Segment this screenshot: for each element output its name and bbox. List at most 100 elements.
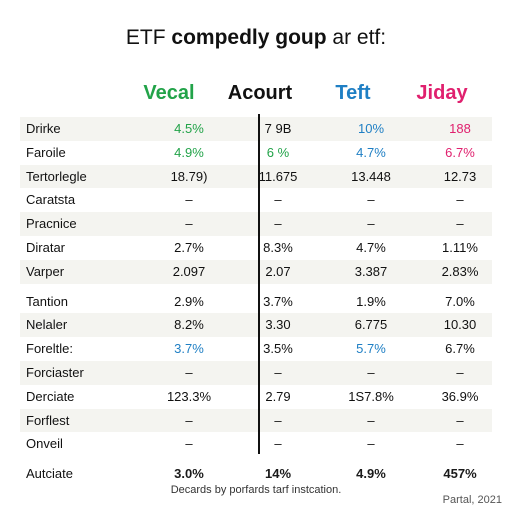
table-cell: – <box>367 216 375 232</box>
table-cell: 2.79 <box>265 388 291 404</box>
column-headers: Vecal Acourt Teft Jiday <box>0 82 512 112</box>
row-label: Caratsta <box>26 192 76 208</box>
table-cell: – <box>456 436 464 452</box>
table-cell: 7 9B <box>264 121 292 136</box>
table-cell: – <box>456 364 464 380</box>
row-label: Nelaler <box>26 317 68 333</box>
table-cell: – <box>274 216 282 232</box>
table-cell: 2.7% <box>174 239 204 255</box>
table-cell: – <box>185 192 193 208</box>
total-cell: 457% <box>443 466 477 482</box>
table-cell: – <box>274 364 282 380</box>
title-bold: compedly goup <box>171 26 327 49</box>
table-cell: 2.07 <box>265 263 291 279</box>
table-cell: 6.775 <box>354 317 388 333</box>
table-cell: – <box>367 436 375 452</box>
table-cell: 4.7% <box>356 144 386 160</box>
table-cell: 11.675 <box>258 168 298 184</box>
table-cell: 5.7% <box>356 341 386 357</box>
table-cell: 12.73 <box>443 168 477 184</box>
total-cell: 4.9% <box>356 466 386 482</box>
title-suffix: ar etf: <box>326 26 387 49</box>
total-cell: 3.0% <box>174 466 204 482</box>
row-label: Autciate <box>26 466 73 482</box>
table-cell: 6.7% <box>445 341 475 357</box>
column-header-teft[interactable]: Teft <box>335 82 371 104</box>
table-cell: – <box>274 192 282 208</box>
table-row: Caratsta – – – – <box>20 188 492 212</box>
table-row: Pracnice – – – – <box>20 212 492 236</box>
table-row: Drirke 4.5% 7 9B 10% 188 <box>20 117 492 141</box>
title-prefix: ETF <box>125 26 172 49</box>
table-cell: – <box>274 436 282 452</box>
table-row: Varper 2.097 2.07 3.387 2.83% <box>20 259 492 284</box>
table-cell: 13.448 <box>351 168 391 184</box>
table-cell: 10% <box>357 121 385 136</box>
table-cell: – <box>456 412 464 428</box>
table-row: Forciaster – – – – <box>20 360 492 385</box>
page-title: ETF compedly goup ar etf: <box>0 26 512 50</box>
corner-note: Partal, 2021 <box>442 494 502 506</box>
table-cell: 2.097 <box>172 263 206 279</box>
row-label: Faroile <box>26 144 66 160</box>
column-header-jiday[interactable]: Jiday <box>416 82 468 104</box>
table-cell: 4.7% <box>356 239 386 255</box>
row-label: Diratar <box>26 239 66 255</box>
table-cell: – <box>185 436 193 452</box>
table-cell: 3.7% <box>174 341 204 357</box>
table-cell: 18.79) <box>170 168 208 184</box>
row-label: Onveil <box>26 436 63 452</box>
table-cell: – <box>367 364 375 380</box>
column-header-acourt[interactable]: Acourt <box>227 82 293 104</box>
table-cell: – <box>274 412 282 428</box>
row-label: Tantion <box>26 293 68 309</box>
table-cell: – <box>367 412 375 428</box>
table-row: Nelaler 8.2% 3.30 6.775 10.30 <box>20 313 492 338</box>
table-cell: – <box>456 192 464 208</box>
table-cell: – <box>185 364 193 380</box>
total-row: Autciate 3.0% 14% 4.9% 457% <box>20 462 492 486</box>
row-label: Tertorlegle <box>26 168 87 184</box>
row-label: Forflest <box>26 412 70 428</box>
footer-caption: Decards by porfards tarf instcation. <box>170 484 342 496</box>
table-cell: 188 <box>449 121 471 136</box>
table-row: Onveil – – – – <box>20 432 492 456</box>
table-cell: 36.9% <box>441 388 479 404</box>
table-cell: 3.387 <box>354 263 388 279</box>
table-cell: 1.11% <box>442 239 478 255</box>
table-cell: 3.7% <box>263 293 293 309</box>
table-cell: 4.5% <box>174 121 204 136</box>
column-divider <box>258 114 260 454</box>
table-cell: 2.9% <box>174 293 204 309</box>
table-cell: 3.5% <box>263 341 293 357</box>
table-cell: 6.7% <box>445 144 475 160</box>
table-cell: 2.83% <box>441 263 479 279</box>
table-cell: 10.30 <box>443 317 477 333</box>
table-row: Foreltle: 3.7% 3.5% 5.7% 6.7% <box>20 337 492 361</box>
table-cell: 6 % <box>266 144 290 160</box>
table-row: Derciate 123.3% 2.79 1S7.8% 36.9% <box>20 385 492 409</box>
table-row: Tantion 2.9% 3.7% 1.9% 7.0% <box>20 290 492 314</box>
table-row: Faroile 4.9% 6 % 4.7% 6.7% <box>20 141 492 165</box>
row-label: Pracnice <box>26 216 77 232</box>
table-cell: 1S7.8% <box>348 388 394 404</box>
table-cell: 1.9% <box>356 293 386 309</box>
comparison-table: Drirke 4.5% 7 9B 10% 188 Faroile 4.9% 6 … <box>20 117 492 486</box>
row-label: Varper <box>26 263 65 279</box>
row-label: Foreltle: <box>26 341 73 357</box>
row-label: Derciate <box>26 388 75 404</box>
table-cell: 8.2% <box>174 317 204 333</box>
table-row: Forflest – – – – <box>20 408 492 433</box>
table-cell: 8.3% <box>263 239 293 255</box>
table-row: Tertorlegle 18.79) 11.675 13.448 12.73 <box>20 164 492 189</box>
total-cell: 14% <box>264 466 292 482</box>
table-cell: 3.30 <box>265 317 291 333</box>
table-row: Diratar 2.7% 8.3% 4.7% 1.11% <box>20 236 492 260</box>
table-cell: 4.9% <box>174 144 204 160</box>
row-label: Forciaster <box>26 364 84 380</box>
table-cell: 7.0% <box>445 293 475 309</box>
table-cell: 123.3% <box>166 388 212 404</box>
table-cell: – <box>185 412 193 428</box>
column-header-vecal[interactable]: Vecal <box>143 82 195 104</box>
table-cell: – <box>367 192 375 208</box>
